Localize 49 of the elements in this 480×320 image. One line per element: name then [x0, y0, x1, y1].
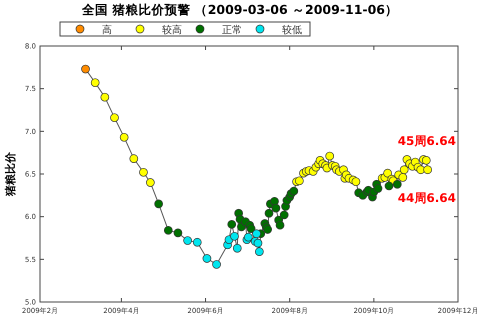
point: [400, 165, 409, 174]
point: [254, 247, 264, 256]
point: [263, 225, 272, 234]
point: [289, 186, 298, 196]
annotation: 45周6.64: [398, 134, 456, 148]
chart-title: 全国 猪粮比价预警 （2009-03-06 ～2009-11-06）: [81, 2, 398, 17]
point: [398, 173, 408, 182]
point: [264, 208, 274, 218]
point: [392, 180, 402, 189]
point: [146, 178, 155, 187]
point: [423, 165, 432, 174]
point: [174, 228, 182, 238]
point: [230, 232, 239, 241]
point: [154, 200, 163, 208]
annotation: 44周6.64: [398, 191, 456, 205]
point: [422, 156, 431, 165]
point: [325, 152, 334, 160]
y-axis-title: 猪粮比价: [4, 151, 17, 197]
point: [110, 113, 119, 122]
point: [212, 260, 221, 269]
point: [120, 132, 128, 142]
point: [252, 229, 261, 238]
point: [295, 176, 304, 186]
point: [202, 254, 212, 263]
point: [100, 92, 110, 102]
point: [129, 154, 138, 163]
point: [383, 168, 392, 178]
point: [192, 238, 202, 247]
point: [90, 78, 100, 88]
point: [374, 184, 382, 193]
point: [270, 196, 279, 206]
point: [384, 182, 394, 190]
point: [254, 238, 262, 248]
point: [81, 64, 90, 74]
point: [272, 204, 280, 212]
point: [280, 210, 289, 220]
point: [246, 224, 256, 233]
point: [227, 220, 236, 229]
point: [232, 244, 242, 253]
legend-label: 高: [102, 24, 112, 36]
legend-label: 正常: [222, 24, 242, 36]
point: [164, 226, 173, 235]
point: [139, 168, 148, 177]
point: [244, 232, 253, 242]
legend-label: 较低: [282, 24, 302, 36]
point: [352, 177, 360, 186]
point: [183, 236, 192, 245]
legend-label: 较高: [162, 24, 182, 36]
point: [276, 220, 284, 230]
